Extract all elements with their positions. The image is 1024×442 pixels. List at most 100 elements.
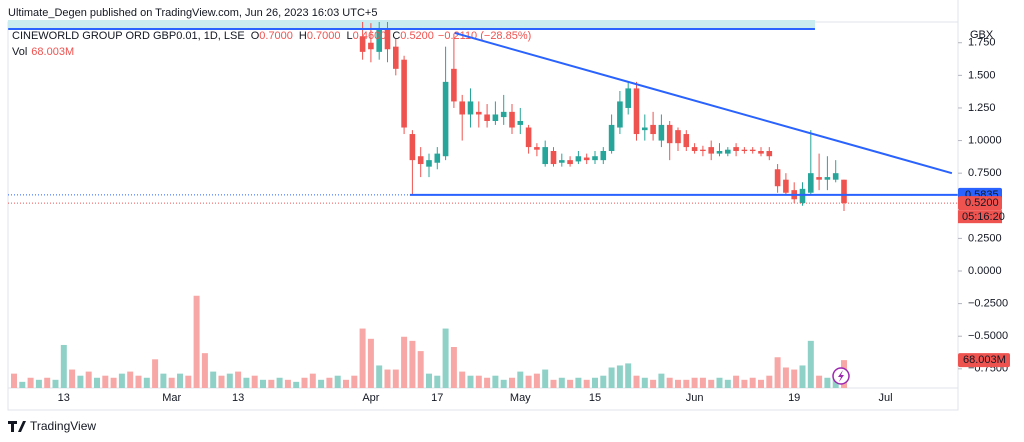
volume-bar: [816, 375, 823, 388]
volume-bar: [384, 369, 391, 388]
volume-bar: [550, 379, 557, 388]
volume-bar: [284, 379, 291, 388]
brand[interactable]: TradingView: [30, 419, 96, 433]
candle-body: [575, 156, 582, 162]
volume-bar: [19, 381, 26, 388]
y-tick-label: 1.500: [968, 69, 996, 81]
y-tick-label: −0.2500: [968, 298, 1008, 310]
x-tick-label: Mar: [162, 392, 181, 404]
volume-bar: [226, 373, 233, 388]
frame: [7, 21, 959, 411]
volume-badge-label: 68.003M: [963, 354, 1006, 366]
y-tick-label: 0.2500: [968, 232, 1002, 244]
volume-bar: [533, 373, 540, 388]
candle-body: [774, 169, 781, 187]
x-tick-label: 19: [788, 392, 800, 404]
volume-pane: [11, 295, 847, 388]
volume-bar: [450, 347, 457, 388]
y-tick-label: 1.250: [968, 102, 996, 114]
volume-bar: [583, 379, 590, 388]
candle-body: [559, 160, 565, 163]
candle-body: [592, 156, 598, 161]
candle-body: [434, 153, 441, 163]
candle-body: [708, 147, 714, 154]
candle-body: [442, 81, 449, 157]
candle-body: [608, 124, 615, 151]
candle-body: [376, 29, 382, 52]
volume-bar: [85, 371, 92, 388]
trendline: [454, 31, 953, 175]
candle-body: [583, 157, 590, 161]
volume-bar: [666, 377, 673, 388]
candle-body: [550, 151, 557, 165]
candle-body: [824, 177, 831, 180]
volume-bar: [334, 375, 341, 388]
candle-body: [808, 173, 814, 193]
candle-body: [401, 59, 407, 128]
y-tick-label: 0.7500: [968, 167, 1002, 179]
volume-bar: [492, 375, 499, 388]
alert-icon[interactable]: [832, 367, 850, 385]
x-tick-label: 13: [58, 392, 70, 404]
volume-bar: [135, 375, 142, 388]
x-tick-label: 13: [232, 392, 244, 404]
volume-bar: [318, 379, 325, 388]
ohlc-key: H: [299, 30, 307, 42]
volume-bar: [401, 336, 408, 388]
volume-badge: [958, 353, 1010, 368]
volume-bar: [558, 377, 565, 388]
volume-bar: [782, 367, 789, 388]
volume-bar: [749, 377, 756, 388]
ohlc-value: 0.4600: [353, 30, 387, 42]
volume-bar: [683, 379, 690, 388]
brand-logo[interactable]: TradingView: [8, 419, 96, 433]
volume-bar: [758, 379, 764, 388]
volume-bar: [218, 375, 225, 388]
publisher: Ultimate_Degen published on TradingView.…: [8, 7, 377, 19]
volume-bar: [716, 377, 723, 388]
volume-bar: [608, 367, 615, 388]
candle-body: [459, 101, 465, 115]
volume-bar: [824, 377, 831, 388]
volume-bar: [426, 373, 432, 388]
candle-body: [525, 127, 532, 148]
candle-body: [517, 121, 524, 125]
candle-body: [666, 124, 673, 144]
candle-body: [650, 124, 656, 135]
candle-body: [741, 149, 748, 151]
candle-body: [426, 160, 432, 167]
candle-body: [417, 156, 424, 165]
volume-bar: [102, 375, 109, 388]
volume-bar: [658, 373, 665, 388]
volume-bar: [118, 373, 125, 388]
price-badge: [958, 196, 1002, 211]
volume-bar: [766, 375, 773, 388]
volume-bar: [542, 369, 549, 388]
volume-bar: [44, 377, 51, 388]
candle-body: [384, 29, 391, 50]
volume-bar: [650, 379, 657, 388]
volume-bar: [484, 377, 491, 388]
volume-bar: [351, 375, 358, 388]
candle-body: [567, 160, 573, 165]
volume-bar: [575, 377, 582, 388]
candle-body: [500, 111, 507, 118]
ohlc-key: L: [347, 30, 353, 42]
candle-body: [642, 127, 648, 131]
y-tick-label: 1.750: [968, 37, 996, 49]
x-tick-label: Jul: [878, 392, 892, 404]
volume-bar: [69, 369, 76, 388]
x-tick-label: 17: [431, 392, 443, 404]
volume-bar: [517, 371, 524, 388]
x-tick-label: Apr: [362, 392, 379, 404]
candle-body: [625, 88, 631, 108]
candle-body: [758, 151, 764, 154]
volume-bar: [733, 375, 740, 388]
volume-bar: [201, 353, 208, 388]
volume-bar: [268, 379, 275, 388]
volume-value: 68.003M: [31, 46, 74, 58]
y-tick-label: 1.0000: [968, 134, 1002, 146]
countdown-badge: [958, 210, 1002, 224]
